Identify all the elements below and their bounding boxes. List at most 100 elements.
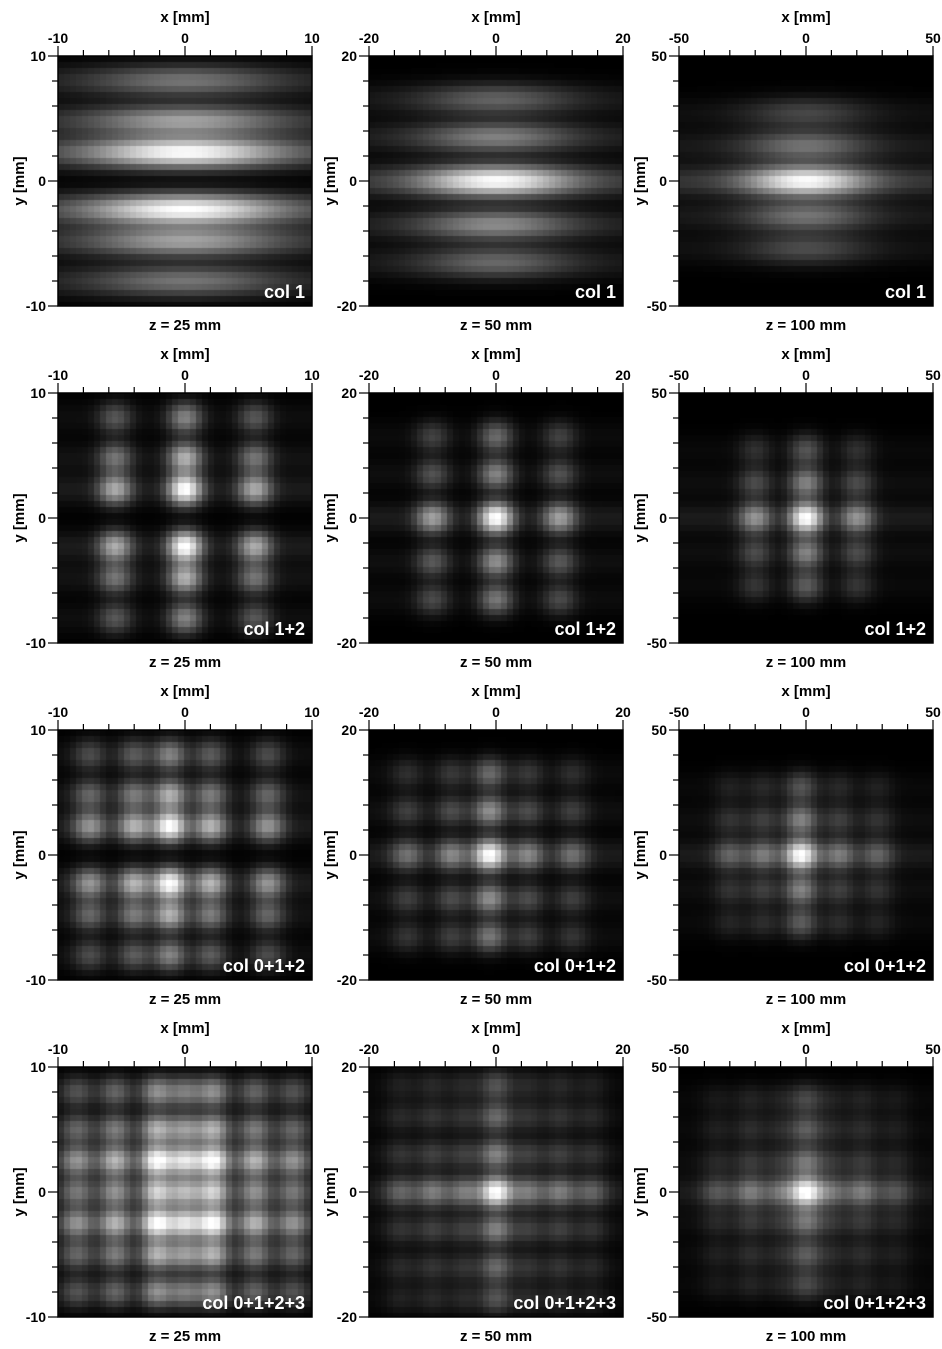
heatmap-panel: -10 0 10 10 0 -10 x [mm] y [mm] col 1 z = 25 mm	[0, 0, 320, 337]
heatmap-panel: -50 0 50 50 0 -50 x [mm] y [mm] col 1+2 z = 100 m…	[621, 337, 941, 674]
x-tick-label: -20	[359, 1041, 379, 1057]
intensity-map	[679, 1067, 933, 1317]
x-axis-title: x [mm]	[471, 9, 520, 26]
intensity-map	[369, 730, 623, 980]
plot-frame	[57, 55, 313, 307]
x-axis-title: x [mm]	[781, 683, 830, 700]
y-tick-label: -50	[647, 972, 667, 988]
x-tick-label: -20	[359, 704, 379, 720]
panel-axes: -10 0 10 10 0 -10 x [mm] y [mm] col 0+1+2+3 z = 2…	[11, 1020, 320, 1345]
z-distance-label: z = 100 mm	[766, 654, 846, 671]
x-tick-label: -20	[359, 30, 379, 46]
x-tick-label: 0	[802, 1041, 810, 1057]
y-axis-title: y [mm]	[632, 493, 649, 542]
y-tick-label: 20	[341, 722, 357, 738]
y-tick-label: -10	[26, 298, 46, 314]
y-tick-label: -20	[337, 298, 357, 314]
x-tick-label: 0	[492, 704, 500, 720]
y-tick-label: 0	[349, 847, 357, 863]
z-distance-label: z = 100 mm	[766, 991, 846, 1008]
intensity-map	[369, 1067, 623, 1317]
x-tick-label: 50	[925, 1041, 941, 1057]
y-tick-label: 10	[30, 1059, 46, 1075]
z-distance-label: z = 25 mm	[149, 991, 221, 1008]
intensity-map	[679, 56, 933, 306]
collimation-label: col 1	[885, 282, 926, 302]
collimation-label: col 1+2	[864, 619, 926, 639]
x-axis-title: x [mm]	[781, 346, 830, 363]
heatmap-panel: -20 0 20 20 0 -20 x [mm] y [mm] col 1 z = 50 mm	[311, 0, 631, 337]
x-tick-label: 10	[304, 30, 320, 46]
y-tick-label: 20	[341, 385, 357, 401]
heatmap-panel: -50 0 50 50 0 -50 x [mm] y [mm] col 0+1+2+3 z = 1…	[621, 1011, 941, 1348]
x-axis-title: x [mm]	[160, 9, 209, 26]
z-distance-label: z = 25 mm	[149, 317, 221, 334]
y-tick-label: 0	[349, 510, 357, 526]
x-tick-label: 50	[925, 30, 941, 46]
x-axis-title: x [mm]	[471, 683, 520, 700]
z-distance-label: z = 25 mm	[149, 654, 221, 671]
x-axis-title: x [mm]	[160, 683, 209, 700]
y-tick-label: 0	[38, 510, 46, 526]
y-tick-label: 0	[38, 1184, 46, 1200]
panel-axes: -10 0 10 10 0 -10 x [mm] y [mm] col 1+2 z = 25 mm	[11, 346, 320, 671]
heatmap-panel: -10 0 10 10 0 -10 x [mm] y [mm] col 1+2 z = 25 mm	[0, 337, 320, 674]
y-axis-title: y [mm]	[632, 156, 649, 205]
y-tick-label: -10	[26, 972, 46, 988]
heatmap-panel: -10 0 10 10 0 -10 x [mm] y [mm] col 0+1+2+3 z = 2…	[0, 1011, 320, 1348]
y-tick-label: -20	[337, 635, 357, 651]
panel-axes: -50 0 50 50 0 -50 x [mm] y [mm] col 1 z = 100 mm	[632, 9, 941, 334]
x-tick-label: 10	[304, 704, 320, 720]
y-tick-label: 0	[659, 173, 667, 189]
panel-axes: -50 0 50 50 0 -50 x [mm] y [mm] col 0+1+2+3 z = 1…	[632, 1020, 941, 1345]
y-tick-label: -50	[647, 635, 667, 651]
x-tick-label: 20	[615, 1041, 631, 1057]
x-axis-title: x [mm]	[781, 9, 830, 26]
y-axis-title: y [mm]	[11, 830, 28, 879]
y-axis-title: y [mm]	[322, 156, 339, 205]
plot-frame	[368, 55, 624, 307]
intensity-map	[58, 1067, 312, 1317]
collimation-label: col 0+1+2	[223, 956, 305, 976]
y-tick-label: -50	[647, 1309, 667, 1325]
y-axis-title: y [mm]	[632, 1167, 649, 1216]
heatmap-panel: -20 0 20 20 0 -20 x [mm] y [mm] col 0+1+2+3 z = 5…	[311, 1011, 631, 1348]
y-tick-label: 0	[38, 847, 46, 863]
y-tick-label: -10	[26, 1309, 46, 1325]
heatmap-panel: -50 0 50 50 0 -50 x [mm] y [mm] col 1 z = 100 mm	[621, 0, 941, 337]
y-tick-label: 20	[341, 1059, 357, 1075]
x-tick-label: 50	[925, 367, 941, 383]
x-tick-label: 0	[802, 30, 810, 46]
intensity-map	[369, 393, 623, 643]
x-axis-title: x [mm]	[781, 1020, 830, 1037]
collimation-label: col 1	[575, 282, 616, 302]
y-axis-title: y [mm]	[11, 1167, 28, 1216]
x-tick-label: -50	[669, 1041, 689, 1057]
y-tick-label: 10	[30, 385, 46, 401]
x-tick-label: -20	[359, 367, 379, 383]
y-tick-label: -10	[26, 635, 46, 651]
x-tick-label: 0	[492, 367, 500, 383]
y-axis-title: y [mm]	[322, 830, 339, 879]
heatmap-panel: -20 0 20 20 0 -20 x [mm] y [mm] col 0+1+2 z = 50 …	[311, 674, 631, 1011]
x-tick-label: 20	[615, 704, 631, 720]
x-tick-label: 0	[492, 1041, 500, 1057]
y-axis-title: y [mm]	[322, 1167, 339, 1216]
y-tick-label: -20	[337, 972, 357, 988]
intensity-map	[679, 393, 933, 643]
collimation-label: col 1+2	[243, 619, 305, 639]
collimation-label: col 0+1+2+3	[513, 1293, 616, 1313]
intensity-map	[58, 393, 312, 643]
panel-axes: -20 0 20 20 0 -20 x [mm] y [mm] col 1 z = 50 mm	[322, 9, 631, 334]
x-axis-title: x [mm]	[160, 346, 209, 363]
x-tick-label: 50	[925, 704, 941, 720]
intensity-map	[58, 56, 312, 306]
x-tick-label: -50	[669, 30, 689, 46]
plot-frame	[678, 55, 934, 307]
z-distance-label: z = 50 mm	[460, 991, 532, 1008]
y-tick-label: 0	[349, 173, 357, 189]
plot-frame	[368, 1066, 624, 1318]
collimation-label: col 0+1+2	[844, 956, 926, 976]
z-distance-label: z = 100 mm	[766, 1328, 846, 1345]
plot-frame	[57, 392, 313, 644]
